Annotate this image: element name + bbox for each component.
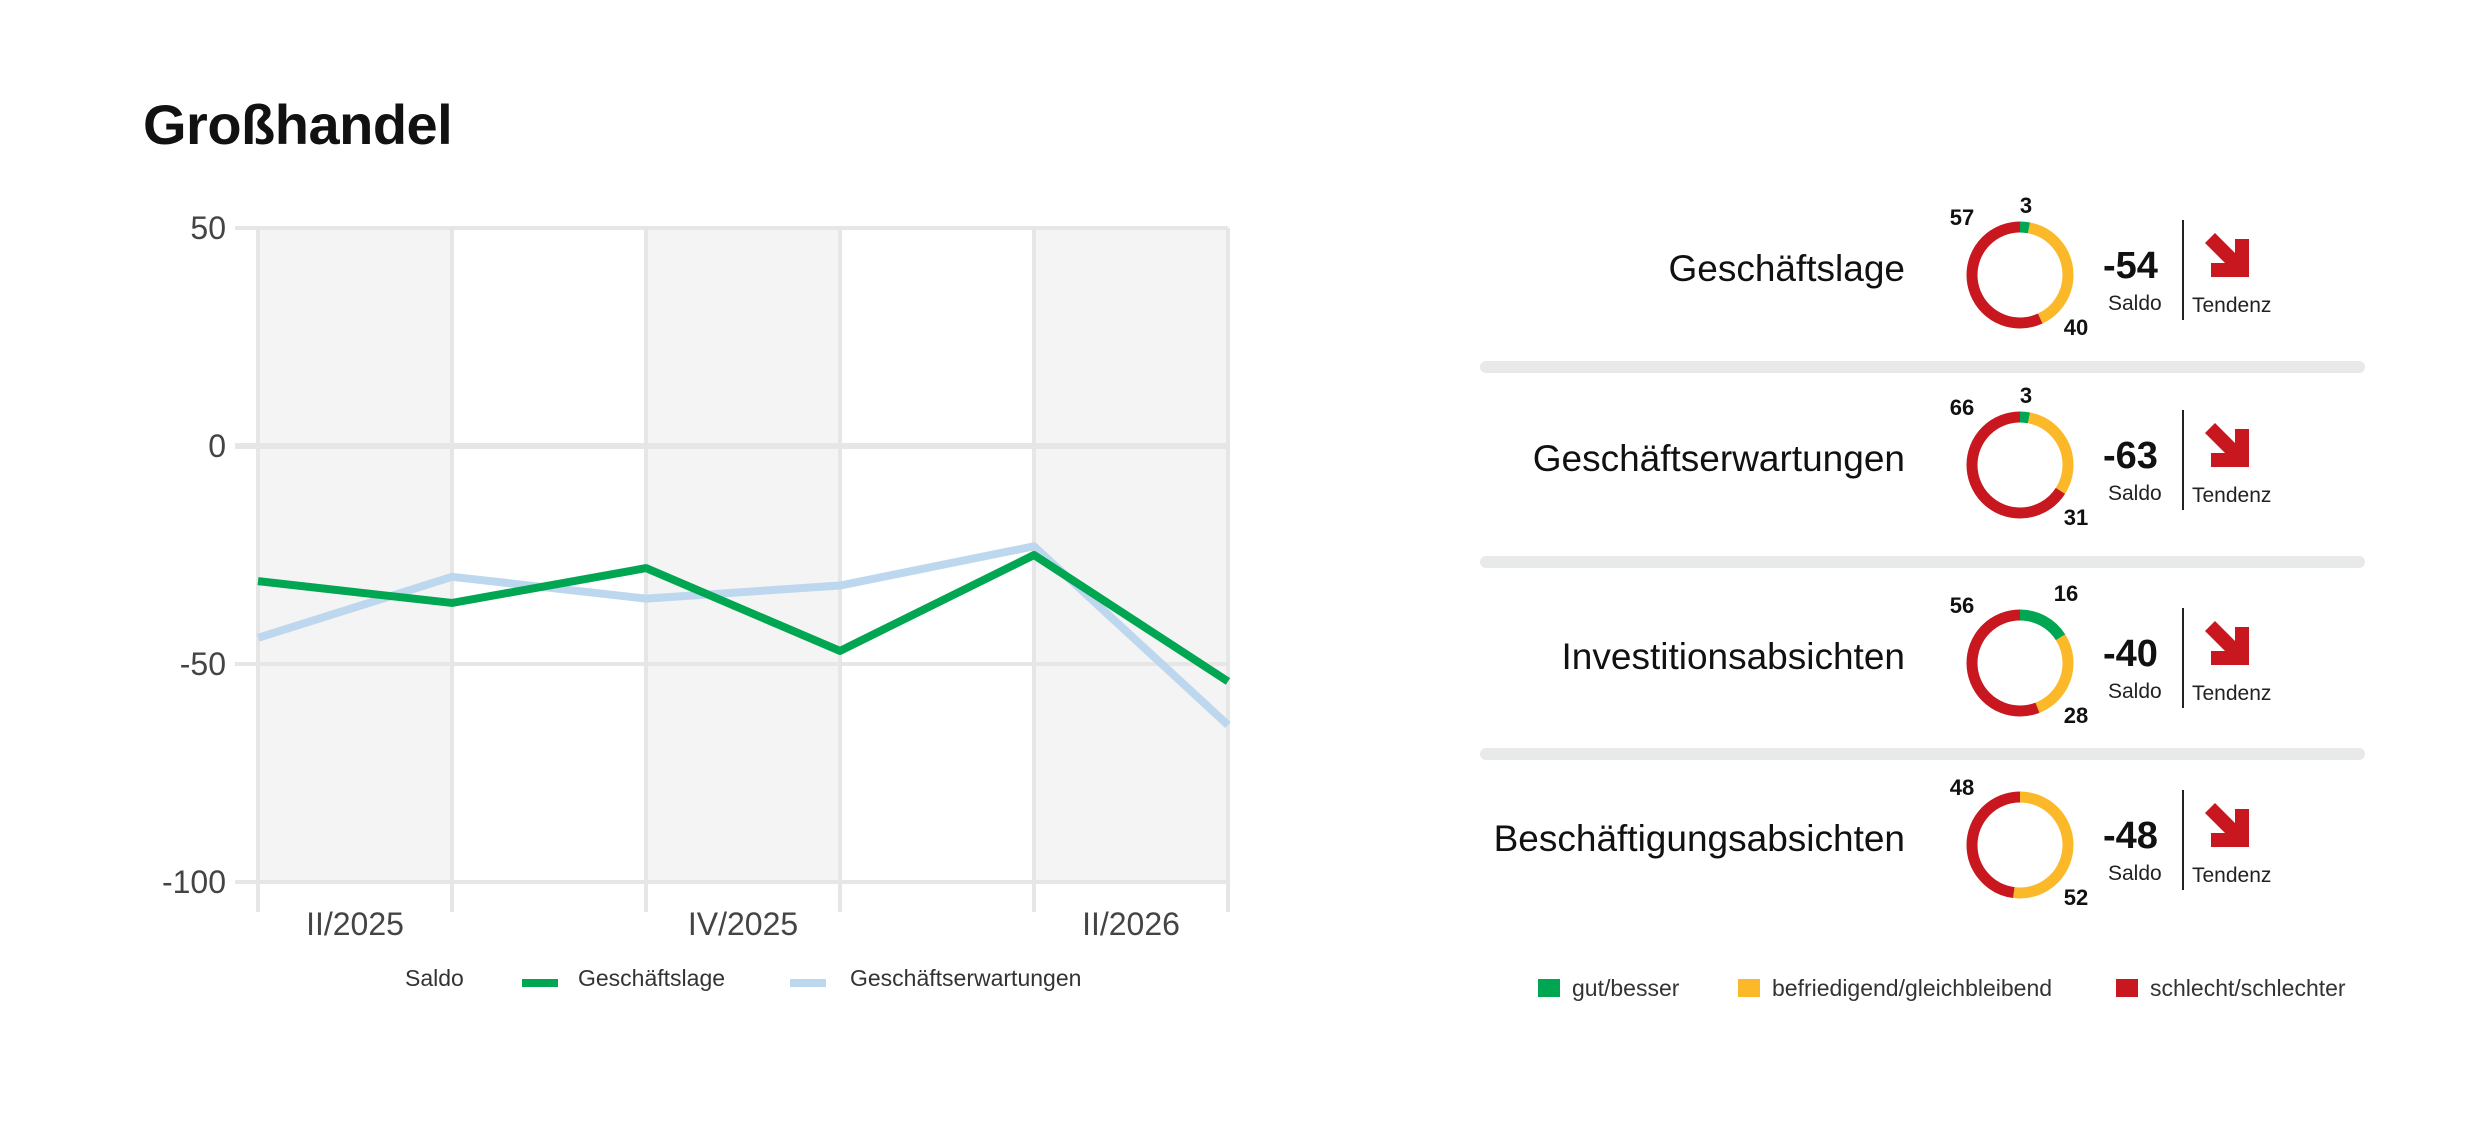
saldo-value: -48 [2103, 815, 2158, 857]
separator [2182, 608, 2184, 708]
section-divider [1480, 361, 2365, 373]
legend-title: Saldo [405, 965, 464, 991]
tendency-down-arrow-icon [2205, 621, 2249, 665]
indicator-name: Geschäftslage [1668, 248, 1905, 289]
donut-legend: gut/besser befriedigend/gleichbleibend s… [0, 975, 2480, 1015]
legend-label-bad: schlecht/schlechter [2150, 975, 2346, 1001]
chart-band [1034, 228, 1228, 882]
donut-segment-neutral [1966, 609, 2074, 717]
donut-label-neutral: 28 [2064, 703, 2088, 728]
legend-label-neutral: befriedigend/gleichbleibend [1772, 975, 2053, 1001]
indicator-card: Beschäftigungsabsichten 48 52 -48 Saldo Tende… [1480, 765, 2380, 915]
donut-segment-bad [1966, 609, 2074, 717]
donut-segment-bad [1966, 791, 2074, 899]
donut-label-neutral: 40 [2064, 315, 2088, 340]
saldo-label: Saldo [2108, 680, 2162, 703]
section-divider [1480, 556, 2365, 568]
donut-segment-neutral [1966, 411, 2074, 519]
donut-label-good: 3 [2020, 195, 2032, 218]
legend-swatch-geschaeftserwartungen [790, 979, 826, 987]
y-tick-label: -50 [180, 646, 226, 682]
saldo-label: Saldo [2108, 292, 2162, 315]
tendency-label: Tendenz [2192, 294, 2272, 317]
separator [2182, 410, 2184, 510]
chart-band [646, 228, 840, 882]
donut-chart: 48 52 [1950, 775, 2088, 910]
legend-swatch-geschaeftslage [522, 979, 558, 987]
donut-chart: 56 16 28 [1950, 583, 2088, 728]
donut-segment-bad [1966, 411, 2074, 519]
legend-label-geschaeftslage: Geschäftslage [578, 965, 726, 991]
tendency-label: Tendenz [2192, 484, 2272, 507]
y-tick-label: 0 [208, 428, 226, 464]
saldo-value: -40 [2103, 633, 2158, 675]
donut-chart: 57 3 40 [1950, 195, 2088, 340]
donut-label-bad: 57 [1950, 205, 1974, 230]
donut-label-bad: 66 [1950, 395, 1974, 420]
tendency-down-arrow-icon [2205, 233, 2249, 277]
donut-label-neutral: 52 [2064, 885, 2088, 910]
tendency-label: Tendenz [2192, 864, 2272, 887]
donut-segment-bad [1966, 221, 2074, 329]
series-line-geschaeftslage [257, 551, 1231, 685]
indicator-card: Geschäftserwartungen 66 3 31 -63 Saldo Tendenz [1480, 385, 2380, 535]
donut-label-bad: 48 [1950, 775, 1974, 800]
legend-label-good: gut/besser [1572, 975, 1680, 1001]
x-tick-label: II/2026 [1082, 906, 1180, 942]
saldo-label: Saldo [2108, 482, 2162, 505]
tendency-label: Tendenz [2192, 682, 2272, 705]
y-tick-label: 50 [190, 210, 226, 246]
indicator-card: Geschäftslage 57 3 40 -54 Saldo Tendenz [1480, 195, 2380, 345]
donut-label-bad: 56 [1950, 593, 1974, 618]
chart-band [258, 228, 452, 882]
indicator-name: Beschäftigungsabsichten [1493, 818, 1905, 859]
page-title: Großhandel [143, 93, 453, 156]
legend-swatch-good [1538, 979, 1560, 997]
x-tick-label: IV/2025 [688, 906, 798, 942]
tendency-down-arrow-icon [2205, 423, 2249, 467]
saldo-value: -54 [2103, 245, 2158, 287]
separator [2182, 220, 2184, 320]
line-chart-legend: Saldo Geschäftslage Geschäftserwartungen [0, 965, 1300, 1005]
line-chart: 50 0 -50 -100 II/2025 IV/2025 II/2026 [162, 210, 1231, 942]
legend-swatch-neutral [1738, 979, 1760, 997]
section-divider [1480, 748, 2365, 760]
indicator-card: Investitionsabsichten 56 16 28 -40 Saldo Tende… [1480, 583, 2380, 733]
donut-segment-neutral [1966, 221, 2074, 329]
x-tick-label: II/2025 [306, 906, 404, 942]
y-tick-label: -100 [162, 864, 226, 900]
saldo-label: Saldo [2108, 862, 2162, 885]
separator [2182, 790, 2184, 890]
tendency-down-arrow-icon [2205, 803, 2249, 847]
donut-chart: 66 3 31 [1950, 385, 2088, 530]
saldo-value: -63 [2103, 435, 2158, 477]
donut-label-neutral: 31 [2064, 505, 2088, 530]
donut-label-good: 3 [2020, 385, 2032, 408]
indicator-name: Geschäftserwartungen [1532, 438, 1905, 479]
indicator-name: Investitionsabsichten [1561, 636, 1905, 677]
legend-label-geschaeftserwartungen: Geschäftserwartungen [850, 965, 1082, 991]
donut-label-good: 16 [2054, 583, 2078, 606]
legend-swatch-bad [2116, 979, 2138, 997]
